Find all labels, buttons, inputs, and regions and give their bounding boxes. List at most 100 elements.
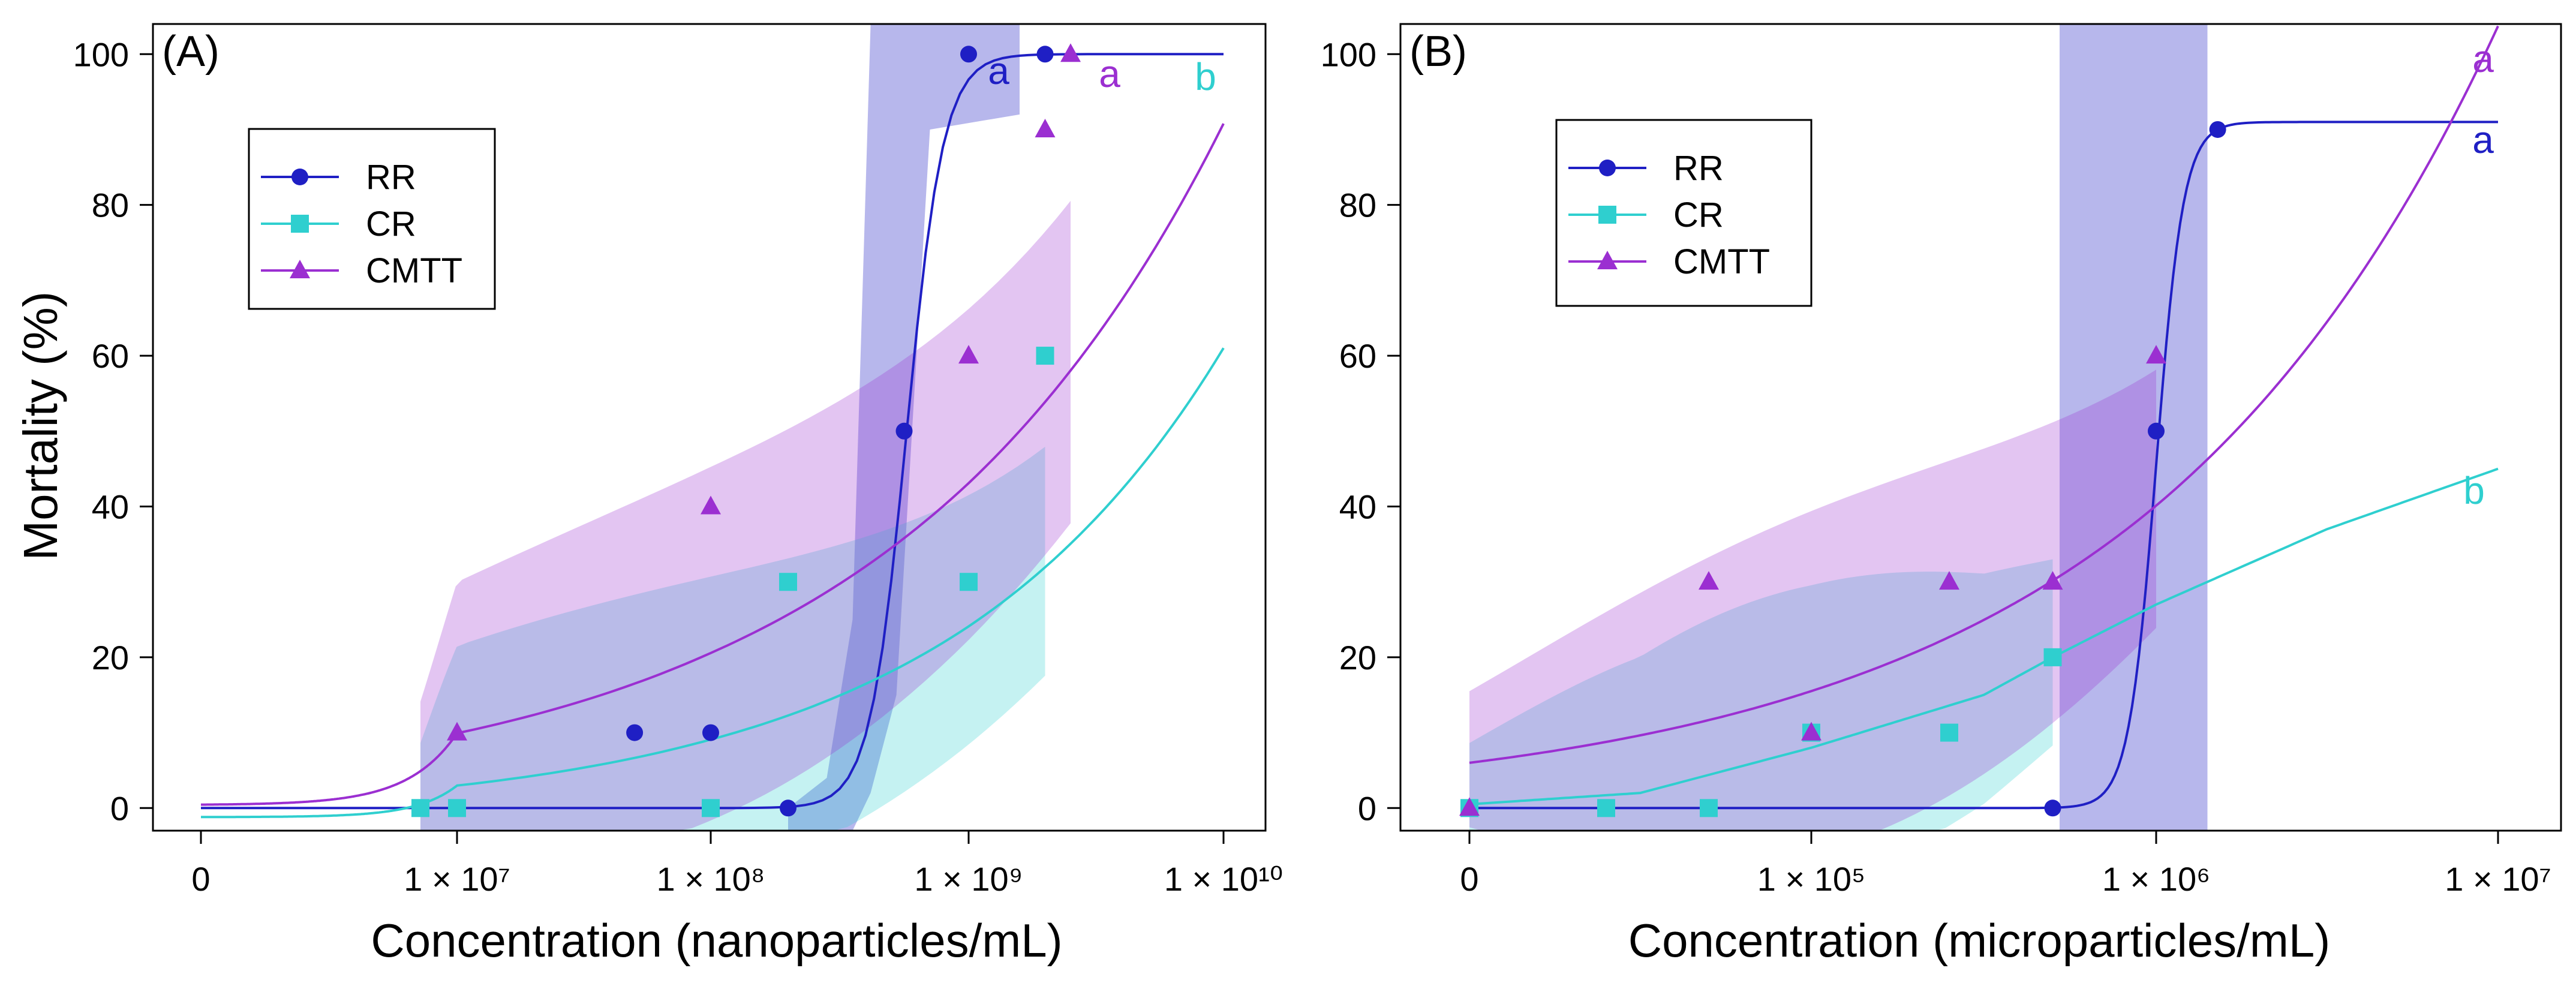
point-cr bbox=[2043, 648, 2062, 666]
y-tick-label: 0 bbox=[1358, 789, 1376, 827]
panel-b: 0 20 40 60 80 100 0 1 × 10⁵ 1 × 10⁶ 1 × 10⁷ a b a (… bbox=[1321, 23, 2562, 967]
point-cmtt bbox=[2042, 571, 2063, 590]
legend-marker bbox=[1599, 160, 1616, 176]
band-cr bbox=[1469, 559, 2053, 831]
point-cmtt bbox=[447, 722, 467, 741]
y-tick-label: 100 bbox=[1321, 35, 1376, 73]
x-tick-label: 1 × 10⁷ bbox=[2445, 860, 2551, 898]
significance-letters-a: a ba bbox=[988, 49, 1216, 98]
confidence-bands-b bbox=[1469, 24, 2208, 831]
point-cmtt bbox=[1699, 571, 1719, 590]
data-points-b bbox=[1459, 121, 2226, 817]
letter-rr: a bbox=[2472, 118, 2494, 161]
panel-a: 0 20 40 60 80 100 0 1 × 10⁷ 1 × 10⁸ 1 × 10⁹ 1 × 10… bbox=[14, 23, 1284, 967]
x-tick-label: 1 × 10⁵ bbox=[1757, 860, 1865, 898]
x-tick-label: 1 × 10⁷ bbox=[404, 860, 510, 898]
point-cmtt bbox=[1035, 118, 1056, 137]
curve-cr bbox=[201, 347, 1225, 819]
legend-label-cmtt: CMTT bbox=[1673, 242, 1770, 281]
curve-rr bbox=[1469, 121, 2498, 810]
letter-cmtt: a bbox=[2472, 37, 2494, 80]
y-tick-label: 80 bbox=[92, 187, 129, 224]
point-rr bbox=[960, 46, 977, 63]
point-cr bbox=[960, 573, 978, 591]
legend-b: RR CR CMTT bbox=[1555, 119, 1812, 307]
letter-cmtt: a bbox=[1099, 52, 1120, 95]
point-cr bbox=[448, 799, 466, 817]
significance-letters-b: a b a bbox=[2463, 37, 2494, 512]
letter-cr: b bbox=[1195, 55, 1216, 98]
x-tick-label: 1 × 10⁸ bbox=[657, 860, 765, 898]
fit-curves-b bbox=[1469, 25, 2499, 810]
curve-cmtt bbox=[201, 123, 1225, 806]
letter-rr: a bbox=[988, 49, 1009, 92]
y-tick-label: 0 bbox=[110, 789, 129, 827]
point-cr bbox=[702, 799, 720, 817]
band-cmtt bbox=[1469, 369, 2156, 831]
point-rr bbox=[2044, 799, 2061, 817]
point-rr bbox=[2148, 422, 2165, 440]
fit-curves-a bbox=[201, 53, 1225, 819]
y-tick-label: 60 bbox=[92, 337, 129, 375]
point-cmtt bbox=[1939, 571, 1959, 590]
y-tick-label: 20 bbox=[1339, 639, 1376, 677]
point-rr bbox=[702, 724, 719, 741]
point-cr bbox=[1700, 799, 1718, 817]
point-cmtt bbox=[1459, 797, 1480, 816]
curve-cr bbox=[1469, 467, 2499, 805]
xlabel-b: Concentration (microparticles/mL) bbox=[1628, 914, 2330, 967]
panel-label-a: (A) bbox=[162, 28, 220, 76]
point-cmtt bbox=[2146, 345, 2166, 364]
legend-marker bbox=[1597, 251, 1618, 269]
letter-cr: b bbox=[2463, 469, 2485, 512]
legend-marker bbox=[290, 260, 310, 278]
xlabel-a: Concentration (nanoparticles/mL) bbox=[371, 914, 1062, 967]
point-rr bbox=[780, 799, 796, 817]
plot-frame-b bbox=[1399, 23, 2562, 832]
band-cr bbox=[420, 446, 1045, 831]
point-cr bbox=[779, 573, 797, 591]
axes-a: 0 20 40 60 80 100 0 1 × 10⁷ 1 × 10⁸ 1 × 10⁹ 1 × 10… bbox=[73, 35, 1284, 898]
point-rr bbox=[2209, 121, 2226, 138]
y-tick-label: 100 bbox=[73, 35, 129, 73]
x-tick-label: 0 bbox=[1460, 860, 1478, 898]
point-cr bbox=[411, 799, 429, 817]
x-tick-label: 1 × 10⁹ bbox=[914, 860, 1023, 898]
point-rr bbox=[1036, 46, 1054, 63]
point-cr bbox=[1940, 723, 1958, 742]
panel-label-b: (B) bbox=[1409, 28, 1467, 76]
point-cr bbox=[1597, 799, 1615, 817]
legend-box bbox=[248, 128, 496, 310]
ylabel-a: Mortality (%) bbox=[14, 291, 67, 561]
band-rr bbox=[2060, 24, 2208, 831]
plot-frame-a bbox=[152, 23, 1267, 832]
legend-marker bbox=[1598, 206, 1616, 224]
legend-label-cr: CR bbox=[1673, 196, 1724, 235]
legend-label-cr: CR bbox=[366, 205, 416, 244]
x-tick-label: 1 × 10¹⁰ bbox=[1164, 860, 1283, 898]
y-tick-label: 60 bbox=[1339, 337, 1376, 375]
point-rr bbox=[626, 724, 644, 741]
confidence-bands-a bbox=[420, 24, 1071, 831]
point-cmtt bbox=[958, 345, 979, 364]
point-rr bbox=[895, 422, 913, 440]
x-tick-label: 1 × 10⁶ bbox=[2102, 860, 2210, 898]
legend-label-rr: RR bbox=[366, 158, 416, 197]
band-cmtt bbox=[420, 200, 1071, 831]
x-tick-label: 0 bbox=[191, 860, 210, 898]
y-tick-label: 40 bbox=[92, 488, 129, 525]
y-tick-label: 20 bbox=[92, 639, 129, 677]
point-cmtt bbox=[701, 495, 721, 515]
legend-label-rr: RR bbox=[1673, 149, 1724, 188]
point-cmtt bbox=[1060, 43, 1081, 62]
curve-cmtt bbox=[1469, 25, 2499, 764]
legend-label-cmtt: CMTT bbox=[366, 251, 462, 290]
legend-marker bbox=[291, 215, 309, 233]
legend-a: RR CR CMTT bbox=[248, 128, 496, 310]
legend-marker bbox=[291, 169, 308, 185]
curve-rr bbox=[201, 53, 1224, 810]
point-cr bbox=[1036, 347, 1054, 365]
axes-b: 0 20 40 60 80 100 0 1 × 10⁵ 1 × 10⁶ 1 × 10⁷ bbox=[1321, 35, 2551, 898]
data-points-a bbox=[411, 43, 1081, 817]
